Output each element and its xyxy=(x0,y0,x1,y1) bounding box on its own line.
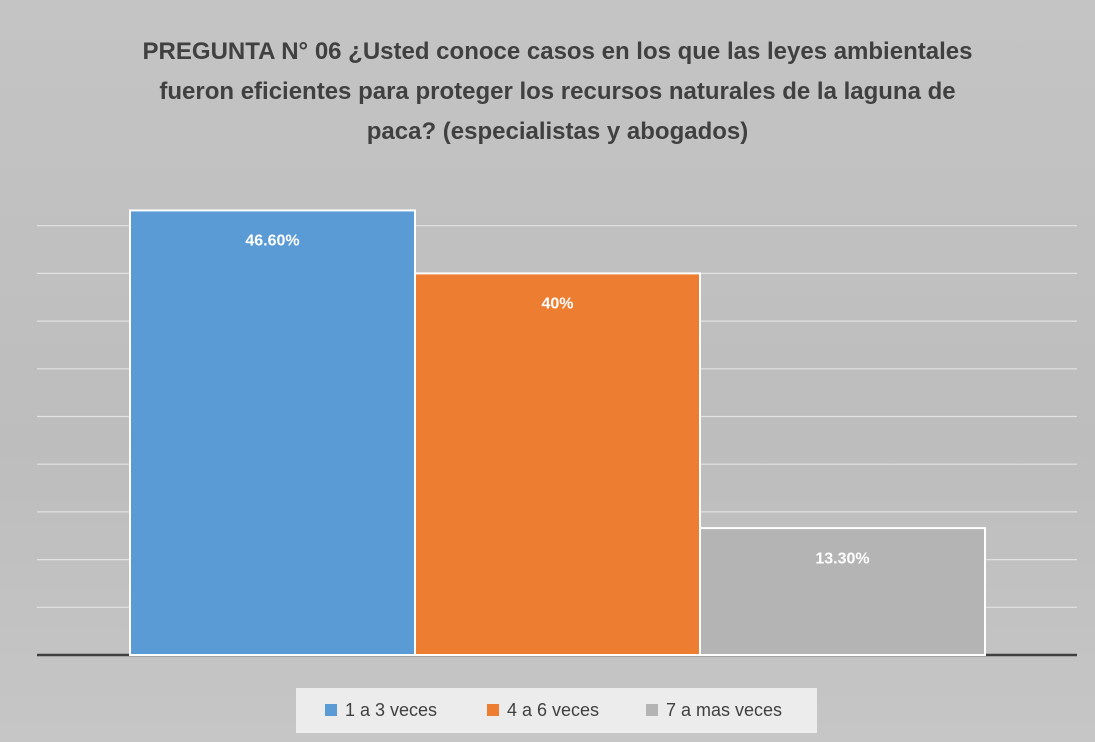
legend-swatch xyxy=(646,704,658,716)
legend-swatch xyxy=(487,704,499,716)
legend-label: 1 a 3 veces xyxy=(345,700,437,720)
bar xyxy=(699,527,986,656)
bar xyxy=(414,272,701,656)
data-label: 13.30% xyxy=(815,550,869,567)
legend-swatch xyxy=(325,704,337,716)
chart-title: PREGUNTA N° 06 ¿Usted conoce casos en lo… xyxy=(142,38,973,145)
legend-label: 4 a 6 veces xyxy=(507,700,599,720)
legend-label: 7 a mas veces xyxy=(666,700,782,720)
legend-box xyxy=(296,688,817,733)
data-label: 40% xyxy=(541,296,573,313)
data-label: 46.60% xyxy=(245,233,299,250)
bar xyxy=(129,209,416,656)
